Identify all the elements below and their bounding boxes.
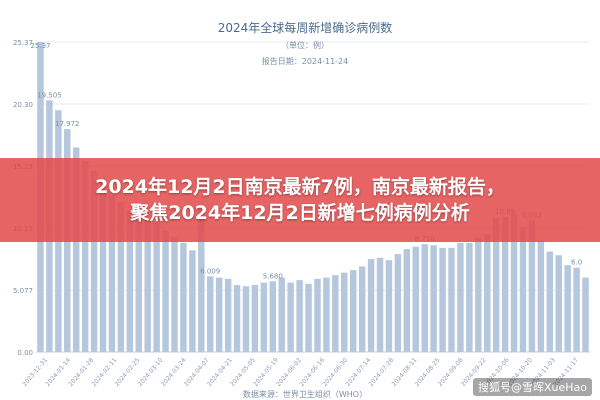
bar <box>555 255 562 352</box>
report-date: 报告日期：2024-11-24 <box>262 56 349 66</box>
bar <box>466 242 473 352</box>
bar <box>278 277 285 352</box>
bar <box>510 214 518 352</box>
bar <box>180 242 187 352</box>
chart-title: 2024年全球每周新增确诊病例数 <box>218 20 393 35</box>
bars <box>37 42 589 352</box>
bar <box>215 277 223 352</box>
data-label: 6.0 <box>571 259 582 267</box>
bar <box>198 206 205 352</box>
y-tick-label: 25.37 <box>13 39 33 47</box>
bar <box>207 276 214 352</box>
bar <box>492 218 500 352</box>
bar <box>457 242 464 352</box>
bar <box>171 236 178 352</box>
bar <box>501 216 509 352</box>
bar <box>108 195 116 352</box>
x-axis-label: 数据来源：世界卫生组织（WHO） <box>243 389 367 399</box>
data-label: 17.972 <box>55 120 80 128</box>
bar <box>484 234 491 352</box>
bar <box>341 272 348 352</box>
bar <box>528 220 536 352</box>
bar <box>394 254 402 352</box>
bar <box>385 260 393 352</box>
bar <box>305 283 312 352</box>
bar <box>376 257 384 352</box>
bar <box>224 278 232 352</box>
bar <box>564 265 571 352</box>
y-tick-label: 20.30 <box>13 101 33 109</box>
bar <box>260 282 268 352</box>
bar <box>135 206 142 352</box>
bar <box>519 226 527 352</box>
bar <box>323 277 330 352</box>
bar <box>162 230 169 352</box>
bar <box>242 286 250 352</box>
data-label: 5.680 <box>263 272 283 280</box>
data-label: 19.505 <box>37 91 62 99</box>
bar <box>81 161 89 352</box>
headline-line-1: 2024年12月2日南京最新7例，南京最新报告， <box>95 176 505 198</box>
headline-banner: 2024年12月2日南京最新7例，南京最新报告， 聚焦2024年12月2日新增七… <box>0 158 600 242</box>
bar <box>153 223 160 352</box>
bar <box>269 281 277 352</box>
bar <box>332 275 339 352</box>
data-label: 6.009 <box>200 267 220 275</box>
bar <box>475 237 482 352</box>
bar <box>358 266 366 352</box>
y-tick-label: 5.077 <box>13 287 33 295</box>
chart-subtitle: （单位：例） <box>281 40 329 50</box>
bar <box>126 210 134 352</box>
bar <box>448 247 455 352</box>
bar <box>403 249 411 352</box>
bar <box>233 285 241 352</box>
bar <box>421 244 428 352</box>
bar <box>90 170 98 352</box>
bar <box>582 277 589 352</box>
bar <box>349 270 357 352</box>
y-tick-label: 0.00 <box>17 349 33 357</box>
bar <box>72 147 80 352</box>
bar <box>189 250 196 352</box>
bar <box>251 285 259 352</box>
bar <box>430 245 437 352</box>
bar <box>287 282 294 352</box>
bar <box>296 280 303 352</box>
bar <box>537 240 545 352</box>
bar <box>546 251 554 352</box>
bar <box>367 259 375 352</box>
source-watermark: 搜狐号@雪晖XueHao <box>472 378 592 396</box>
bar <box>439 247 446 352</box>
bar <box>314 278 321 352</box>
bar <box>573 267 580 352</box>
bar <box>99 179 107 352</box>
bar <box>144 218 151 352</box>
headline-line-2: 聚焦2024年12月2日新增七例病例分析 <box>130 202 470 224</box>
data-label: 25.37 <box>30 42 50 50</box>
bar <box>117 201 125 352</box>
bar <box>412 246 419 352</box>
